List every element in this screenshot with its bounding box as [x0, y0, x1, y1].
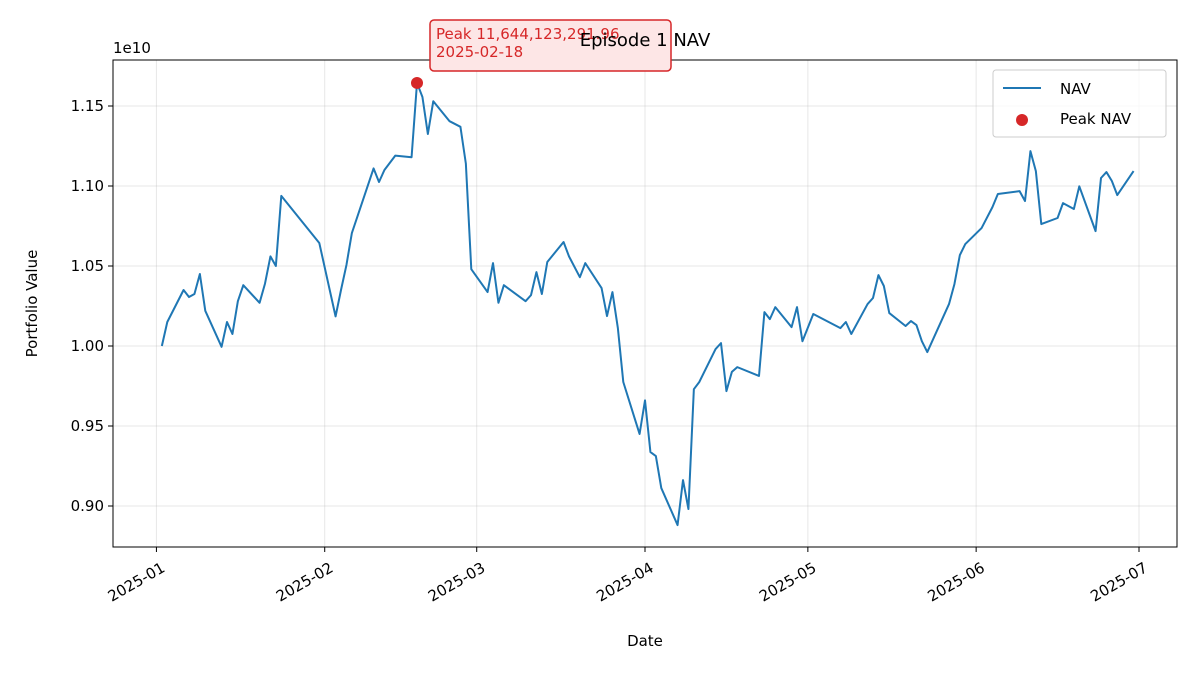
y-tick-label: 1.05	[71, 257, 104, 275]
y-axis-label: Portfolio Value	[23, 250, 41, 358]
legend-box	[992, 69, 1167, 138]
annotation-box	[429, 19, 672, 72]
annotation-text: Peak 11,644,123,291.96	[436, 25, 620, 43]
chart-title: Episode 1 NAV	[580, 30, 711, 51]
y-offset-label: 1e10	[113, 39, 151, 57]
y-tick-label: 1.10	[71, 177, 104, 195]
y-tick-label: 0.95	[71, 417, 104, 435]
legend-label: Peak NAV	[1060, 110, 1132, 128]
nav-line	[160, 81, 1135, 527]
legend-swatch	[1016, 114, 1028, 126]
legend-label: NAV	[1060, 80, 1092, 98]
peak-marker	[411, 76, 423, 89]
y-tick-label: 1.00	[71, 337, 104, 355]
annotation-text: 2025-02-18	[436, 43, 523, 61]
x-axis-label: Date	[627, 632, 663, 650]
y-tick-label: 0.90	[71, 497, 104, 515]
y-tick-label: 1.15	[71, 97, 104, 115]
